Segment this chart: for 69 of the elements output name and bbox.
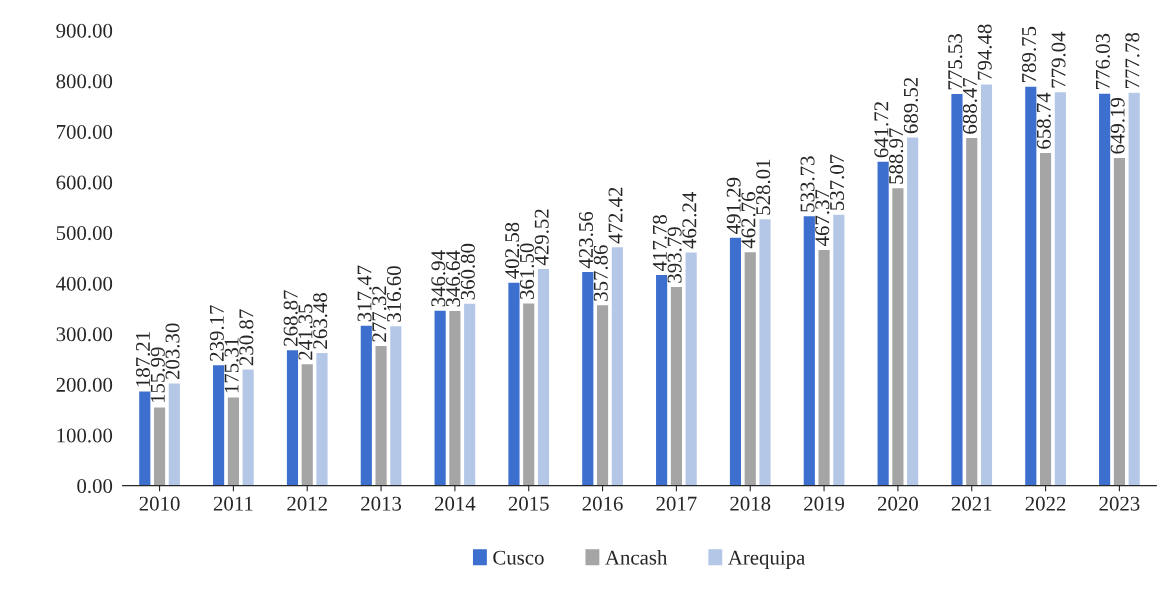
data-label: 789.75 — [1021, 26, 1037, 82]
x-tick-label: 2011 — [213, 496, 253, 511]
legend-label: Arequipa — [728, 550, 806, 569]
y-tick-label: 800.00 — [56, 74, 113, 89]
data-label: 588.97 — [889, 128, 904, 184]
data-label: 239.17 — [209, 305, 224, 361]
data-label: 402.58 — [505, 222, 520, 279]
data-label: 429.52 — [534, 209, 549, 266]
x-tick-label: 2021 — [951, 496, 992, 511]
data-label: 360.80 — [460, 243, 475, 300]
x-tick-label: 2017 — [656, 496, 697, 511]
data-label: 155.99 — [150, 347, 165, 403]
data-label: 776.03 — [1095, 33, 1110, 89]
y-tick-label: 200.00 — [56, 377, 113, 392]
x-tick-label: 2012 — [287, 496, 327, 511]
data-label: 268.87 — [283, 290, 298, 346]
data-label: 346.94 — [431, 250, 446, 307]
data-label: 779.04 — [1051, 31, 1066, 88]
y-tick-label: 100.00 — [57, 428, 113, 443]
data-label: 277.32 — [372, 286, 387, 342]
y-tick-label: 700.00 — [57, 124, 113, 140]
data-label: 649.19 — [1110, 98, 1125, 154]
data-label: 688.47 — [962, 77, 978, 134]
y-tick-label: 300.00 — [56, 327, 113, 342]
data-label: 317.47 — [357, 265, 372, 322]
data-label: 230.87 — [239, 309, 254, 366]
data-label: 528.01 — [756, 159, 771, 215]
data-label: 775.53 — [948, 34, 963, 90]
data-label: 187.21 — [135, 332, 151, 387]
data-label: 346.64 — [446, 250, 461, 307]
x-tick-label: 2010 — [139, 496, 180, 511]
data-label: 462.76 — [741, 192, 756, 249]
y-tick-label: 600.00 — [56, 175, 113, 190]
data-label: 393.79 — [667, 227, 682, 283]
data-label: 417.78 — [652, 215, 667, 272]
data-label: 462.24 — [682, 192, 697, 249]
x-tick-label: 2018 — [730, 496, 771, 511]
data-label: 263.48 — [313, 293, 328, 349]
legend-label: Ancash — [605, 550, 668, 565]
x-tick-label: 2015 — [508, 496, 549, 511]
legend-label: Cusco — [493, 550, 544, 565]
data-label: 241.35 — [298, 304, 313, 360]
data-label: 472.42 — [608, 187, 623, 244]
y-tick-label: 500.00 — [56, 226, 113, 241]
data-label: 423.56 — [579, 211, 594, 269]
x-tick-label: 2016 — [582, 496, 623, 511]
data-label: 316.60 — [386, 266, 402, 322]
data-label: 467.37 — [815, 189, 830, 246]
y-tick-label: 900.00 — [56, 23, 113, 38]
data-label: 689.52 — [903, 77, 918, 134]
x-tick-label: 2014 — [434, 496, 476, 511]
x-tick-label: 2020 — [877, 496, 918, 511]
data-label: 794.48 — [977, 24, 992, 80]
x-tick-label: 2019 — [804, 496, 845, 511]
data-label: 641.72 — [874, 102, 889, 158]
y-tick-label: 400.00 — [56, 276, 113, 291]
x-tick-label: 2013 — [361, 496, 402, 511]
data-label: 175.31 — [224, 338, 239, 393]
data-label: 537.07 — [829, 154, 845, 210]
x-tick-label: 2022 — [1025, 496, 1066, 511]
data-label: 658.74 — [1036, 92, 1051, 149]
y-tick-label: 0.00 — [77, 478, 113, 494]
data-label: 533.73 — [800, 156, 815, 212]
data-label: 203.30 — [165, 323, 180, 380]
data-label: 777.78 — [1125, 32, 1140, 89]
data-label: 361.50 — [519, 243, 535, 299]
data-label: 491.29 — [726, 177, 741, 234]
data-label: 357.86 — [593, 245, 608, 301]
x-tick-label: 2023 — [1099, 496, 1140, 511]
